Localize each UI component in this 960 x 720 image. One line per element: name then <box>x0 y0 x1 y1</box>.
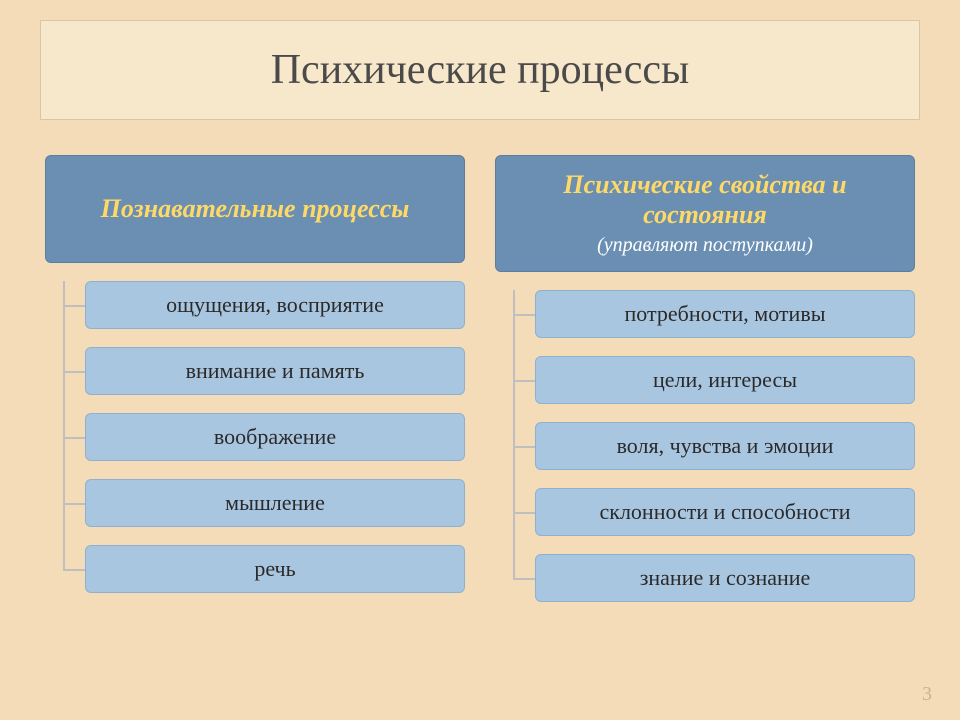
connector-horizontal <box>63 503 85 505</box>
connector-horizontal <box>63 305 85 307</box>
column-items-properties: потребности, мотивы цели, интересы воля,… <box>495 290 915 602</box>
slide-title: Психические процессы <box>271 46 690 94</box>
connector-horizontal <box>63 569 85 571</box>
item-box: воображение <box>85 413 465 461</box>
item-box: воля, чувства и эмоции <box>535 422 915 470</box>
item-box: внимание и память <box>85 347 465 395</box>
list-item: воображение <box>85 413 465 461</box>
connector-horizontal <box>513 446 535 448</box>
connector-horizontal <box>513 512 535 514</box>
item-box: речь <box>85 545 465 593</box>
column-subtitle: (управляют поступками) <box>597 234 813 257</box>
column-header-cognitive: Познавательные процессы <box>45 155 465 263</box>
list-item: потребности, мотивы <box>535 290 915 338</box>
list-item: склонности и способности <box>535 488 915 536</box>
list-item: знание и сознание <box>535 554 915 602</box>
column-cognitive: Познавательные процессы ощущения, воспри… <box>45 155 465 602</box>
connector-vertical <box>513 290 515 578</box>
list-item: внимание и память <box>85 347 465 395</box>
column-title: Познавательные процессы <box>101 194 410 224</box>
connector-horizontal <box>513 380 535 382</box>
item-box: знание и сознание <box>535 554 915 602</box>
list-item: речь <box>85 545 465 593</box>
list-item: ощущения, восприятие <box>85 281 465 329</box>
list-item: цели, интересы <box>535 356 915 404</box>
slide: Психические процессы Познавательные проц… <box>0 0 960 720</box>
column-title: Психические свойства и состояния <box>514 170 896 230</box>
connector-horizontal <box>513 578 535 580</box>
list-item: воля, чувства и эмоции <box>535 422 915 470</box>
item-box: цели, интересы <box>535 356 915 404</box>
item-box: потребности, мотивы <box>535 290 915 338</box>
item-box: мышление <box>85 479 465 527</box>
item-box: ощущения, восприятие <box>85 281 465 329</box>
connector-horizontal <box>63 371 85 373</box>
column-properties: Психические свойства и состояния (управл… <box>495 155 915 602</box>
connector-vertical <box>63 281 65 569</box>
item-box: склонности и способности <box>535 488 915 536</box>
columns-container: Познавательные процессы ощущения, воспри… <box>40 155 920 602</box>
column-items-cognitive: ощущения, восприятие внимание и память в… <box>45 281 465 593</box>
connector-horizontal <box>513 314 535 316</box>
column-header-properties: Психические свойства и состояния (управл… <box>495 155 915 272</box>
connector-horizontal <box>63 437 85 439</box>
page-number: 3 <box>922 683 932 706</box>
title-bar: Психические процессы <box>40 20 920 120</box>
list-item: мышление <box>85 479 465 527</box>
